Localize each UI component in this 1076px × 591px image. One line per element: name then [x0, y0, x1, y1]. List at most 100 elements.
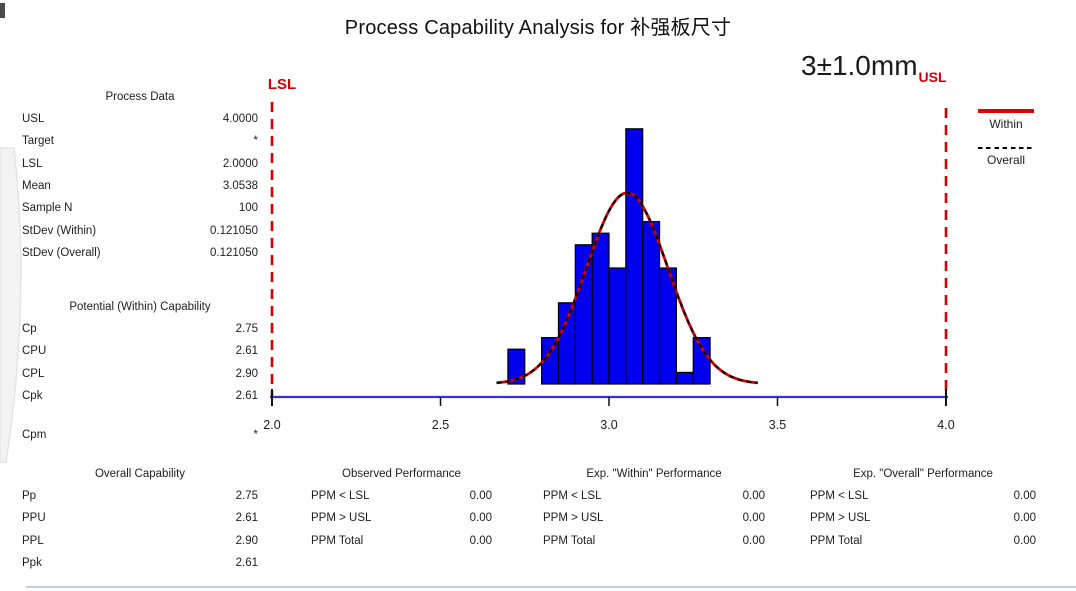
lsl-label: LSL	[267, 76, 297, 93]
stat-row-cpk: Cpk 2.61	[22, 385, 258, 407]
perf-label: PPM < LSL	[311, 490, 370, 503]
perf-value: 0.00	[742, 512, 765, 525]
perf-label: PPM Total	[810, 534, 863, 547]
corner-artifact	[0, 3, 5, 18]
observed-performance-header: Observed Performance	[342, 468, 461, 480]
histogram-bar	[557, 302, 576, 385]
stat-row-target: Target *	[22, 130, 258, 152]
overall-curve	[496, 191, 758, 384]
perf-label: PPM > USL	[810, 512, 871, 525]
stat-value: 2.90	[235, 367, 258, 380]
perf-row: PPM Total 0.00	[311, 530, 492, 552]
histogram-bar	[675, 371, 694, 385]
stat-row-cpl: CPL 2.90	[22, 363, 258, 385]
stat-value: 100	[238, 202, 258, 215]
stat-value: 2.75	[235, 323, 258, 336]
stat-value: 0.121050	[210, 224, 258, 237]
stat-value: 2.61	[235, 557, 258, 570]
perf-row: PPM > USL 0.00	[311, 507, 492, 529]
perf-row: PPM > USL 0.00	[543, 507, 765, 529]
x-tick-label: 3.5	[769, 418, 786, 432]
perf-label: PPM < LSL	[543, 490, 602, 503]
legend-label-within: Within	[989, 116, 1023, 131]
stat-label: StDev (Overall)	[22, 246, 101, 259]
perf-row: PPM < LSL 0.00	[810, 485, 1036, 507]
spec-annotation: 3±1.0mmUSL	[801, 50, 947, 85]
perf-value: 0.00	[1013, 490, 1036, 503]
stat-value: 2.61	[235, 512, 258, 525]
stat-value: 2.61	[235, 345, 258, 358]
stat-label: Cpm	[22, 429, 47, 442]
perf-row: PPM < LSL 0.00	[543, 485, 765, 507]
usl-label: USL	[918, 69, 947, 85]
histogram-bar	[625, 128, 644, 385]
stat-label: CPU	[22, 345, 47, 358]
stat-label: Target	[22, 135, 54, 148]
stat-label: PPL	[22, 534, 44, 547]
exp-within-performance-header: Exp. "Within" Performance	[586, 468, 722, 480]
stat-row-ppu: PPU 2.61	[22, 507, 258, 529]
exp-within-performance-table: Exp. "Within" Performance PPM < LSL 0.00…	[543, 463, 765, 552]
perf-row: PPM > USL 0.00	[810, 507, 1036, 529]
stat-row-cpu: CPU 2.61	[22, 340, 258, 362]
stat-label: Pp	[22, 490, 37, 503]
histogram-bar	[608, 267, 627, 385]
stat-label: Ppk	[22, 557, 42, 570]
exp-overall-performance-header: Exp. "Overall" Performance	[853, 468, 993, 480]
perf-value: 0.00	[742, 490, 765, 503]
stat-label: StDev (Within)	[22, 224, 97, 237]
perf-value: 0.00	[469, 512, 492, 525]
stat-value: 2.0000	[222, 157, 258, 170]
stat-row-mean: Mean 3.0538	[22, 175, 258, 197]
histogram-bar	[642, 221, 661, 385]
stat-value: 2.90	[235, 534, 258, 547]
x-tick-label: 2.0	[263, 418, 280, 432]
x-tick-label: 3.0	[600, 418, 617, 432]
stat-label: Mean	[22, 180, 51, 193]
histogram-bar	[692, 337, 711, 385]
stat-row-ppl: PPL 2.90	[22, 530, 258, 552]
histogram-bar	[507, 348, 526, 385]
x-tick-label: 2.5	[432, 418, 449, 432]
bottom-divider	[26, 586, 1076, 588]
perf-value: 0.00	[1013, 534, 1036, 547]
stat-row-cpm: Cpm *	[22, 424, 258, 446]
stat-label: USL	[22, 113, 45, 126]
overall-capability-header: Overall Capability	[94, 468, 186, 480]
legend-label-overall: Overall	[986, 152, 1025, 167]
exp-overall-performance-table: Exp. "Overall" Performance PPM < LSL 0.0…	[810, 463, 1036, 552]
stat-label: Cp	[22, 323, 37, 336]
stat-label: Sample N	[22, 202, 73, 215]
within-line-sample	[978, 109, 1034, 113]
legend-item-overall: Overall	[975, 146, 1037, 183]
process-data-panel: Process Data USL 4.0000 Target * LSL 2.0…	[22, 86, 258, 264]
potential-capability-panel: Potential (Within) Capability Cp 2.75 CP…	[22, 296, 258, 446]
spec-text: 3±1.0mm	[801, 50, 918, 81]
perf-label: PPM > USL	[543, 512, 604, 525]
perf-label: PPM < LSL	[810, 490, 869, 503]
perf-row: PPM Total 0.00	[810, 530, 1036, 552]
histogram-bar	[574, 244, 593, 385]
legend: Within Overall	[975, 109, 1037, 183]
stat-row-sample-n: Sample N 100	[22, 197, 258, 219]
stat-row-ppk: Ppk 2.61	[22, 552, 258, 574]
perf-row: PPM Total 0.00	[543, 530, 765, 552]
chart-title: Process Capability Analysis for 补强板尺寸	[344, 17, 732, 39]
stat-value: *	[253, 135, 258, 148]
stat-row-stdev-overall: StDev (Overall) 0.121050	[22, 242, 258, 264]
overall-capability-panel: Overall Capability Pp 2.75 PPU 2.61 PPL …	[22, 463, 258, 574]
stat-value: 0.121050	[210, 246, 258, 259]
perf-value: 0.00	[742, 534, 765, 547]
legend-item-within: Within	[975, 109, 1037, 147]
perf-value: 0.00	[469, 534, 492, 547]
stat-value: 2.61	[235, 390, 258, 403]
observed-performance-table: Observed Performance PPM < LSL 0.00 PPM …	[311, 463, 492, 552]
perf-label: PPM > USL	[311, 512, 372, 525]
perf-label: PPM Total	[311, 534, 364, 547]
perf-label: PPM Total	[543, 534, 596, 547]
x-tick-label: 4.0	[937, 418, 954, 432]
stat-label: Cpk	[22, 390, 43, 403]
perf-value: 0.00	[469, 490, 492, 503]
potential-capability-header: Potential (Within) Capability	[69, 301, 211, 313]
